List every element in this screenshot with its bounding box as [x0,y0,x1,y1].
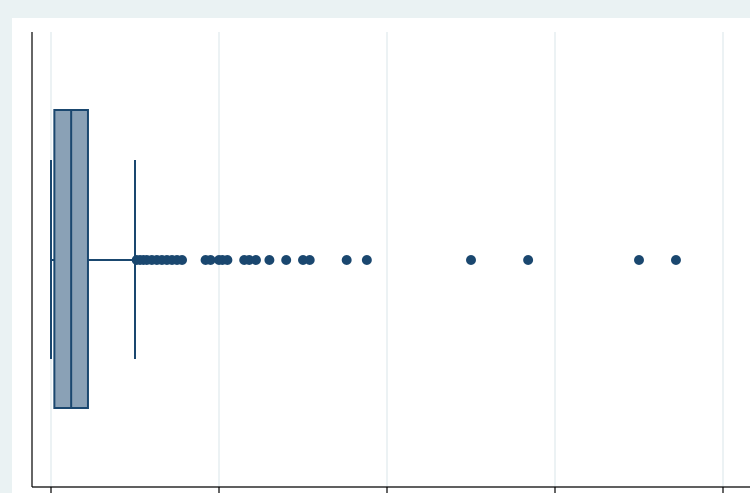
outlier-point-26 [523,255,534,265]
box-layer [50,109,136,409]
outlier-point-28 [670,255,681,265]
outliers [131,255,681,265]
outlier-point-22 [304,255,315,265]
outlier-point-10 [177,255,188,265]
outlier-point-27 [634,255,644,265]
outlier-point-12 [205,255,216,265]
outlier-point-24 [361,255,372,265]
outlier-point-23 [341,255,352,265]
outlier-point-25 [466,255,476,265]
outlier-point-20 [281,255,292,265]
outlier-point-18 [250,255,261,265]
axes [31,32,750,493]
outlier-point-19 [264,255,275,265]
outlier-point-15 [222,255,233,265]
